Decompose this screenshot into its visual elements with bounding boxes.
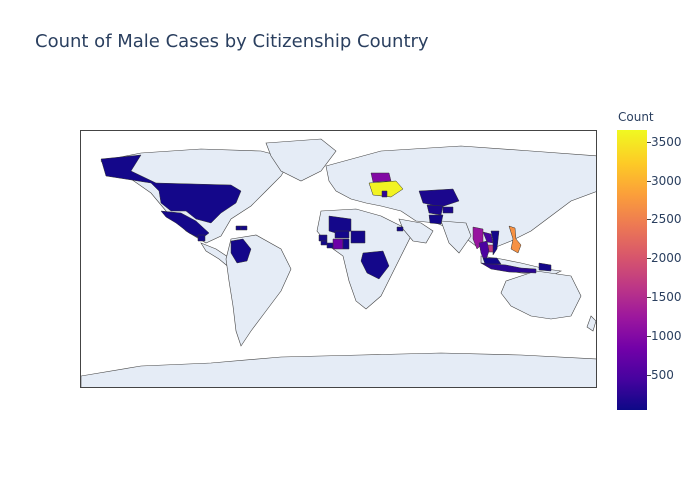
chart-title: Count of Male Cases by Citizenship Count… [35,31,429,52]
country-burkina-faso[interactable] [334,230,350,239]
country-sierra-leone[interactable] [320,240,328,246]
country-afghanistan[interactable] [428,214,444,225]
colorbar-tick-label: 1500 [651,290,682,305]
country-thailand[interactable] [478,240,490,264]
country-guatemala[interactable] [197,234,206,242]
colorbar-tick-mark [647,336,651,338]
country-liberia[interactable] [326,242,334,249]
colorbar-tick-mark [647,219,651,221]
country-haiti[interactable] [235,225,242,231]
country-indonesia[interactable] [480,262,537,274]
country-united-states[interactable] [100,154,242,224]
country-layer [100,154,552,280]
country-papua-new-guinea[interactable] [538,262,552,272]
country-guinea[interactable] [318,234,328,242]
colorbar-tick-mark [647,375,651,376]
colorbar-title: Count [618,110,654,124]
country-eritrea[interactable] [396,226,404,232]
country-kyrgyzstan[interactable] [442,206,454,214]
country-vietnam[interactable] [490,230,500,256]
country-dominican-republic[interactable] [240,225,248,231]
country-colombia[interactable] [230,238,252,264]
country-dr-congo[interactable] [360,250,390,280]
colorbar-tick-label: 1000 [651,329,682,344]
country-philippines[interactable] [508,225,522,254]
colorbar-tick-label: 3500 [651,134,682,149]
world-map[interactable] [80,130,597,388]
country-ukraine[interactable] [368,180,404,198]
colorbar [617,130,647,410]
colorbar-tick-mark [647,141,651,143]
map-svg [81,138,596,387]
colorbar-tick-mark [647,297,651,299]
colorbar-tick-label: 2000 [651,251,682,266]
country-ghana[interactable] [342,238,350,250]
country-malaysia[interactable] [482,257,502,265]
colorbar-tick-mark [647,258,651,260]
colorbar-tick-label: 500 [651,368,674,382]
country-kazakhstan[interactable] [418,188,460,208]
country-belarus[interactable] [370,172,392,183]
country-moldova[interactable] [381,190,388,198]
country-cote-d-ivoire[interactable] [332,238,344,250]
land-base [81,138,596,387]
country-nigeria[interactable] [350,230,366,244]
colorbar-tick-mark [647,180,651,182]
colorbar-tick-label: 3000 [651,173,682,188]
colorbar-tick-label: 2500 [651,212,682,227]
